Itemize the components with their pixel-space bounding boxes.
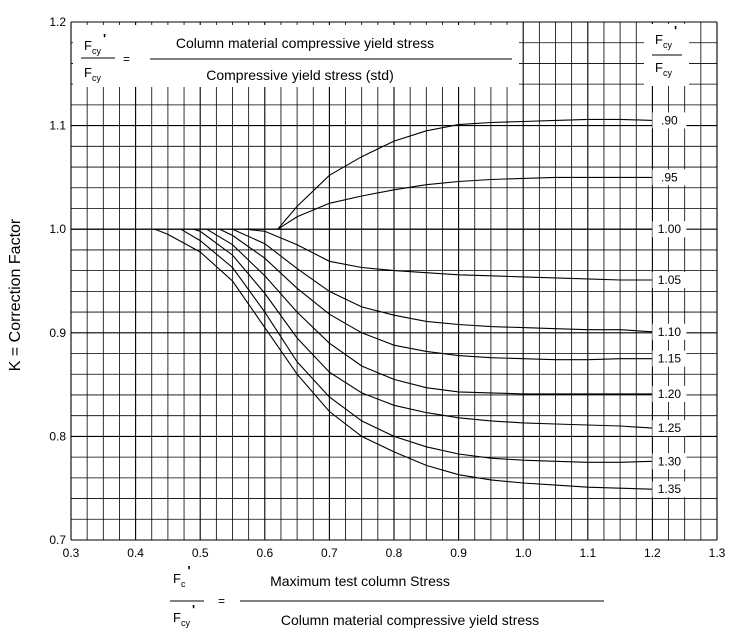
y-tick-label: 1.1 [49, 119, 66, 133]
curve-label-1p05: 1.05 [658, 273, 682, 287]
top-eq-denominator: Compressive yield stress (std) [206, 67, 394, 83]
top-eq-equals: = [123, 52, 130, 66]
curve-label-1p15: 1.15 [658, 352, 682, 366]
curve-label-1p00: 1.00 [658, 222, 682, 236]
curve-1p15 [219, 228, 653, 361]
curve-label-background [652, 169, 687, 186]
curve-1p35 [154, 228, 653, 490]
top-eq-lhs-denominator: Fcy [84, 65, 101, 83]
curve-label-1p10: 1.10 [658, 325, 682, 339]
x-tick-label: 1.0 [515, 546, 532, 560]
curve-1p25 [193, 228, 653, 429]
curve-label-p95: .95 [661, 170, 678, 184]
curve-p95 [277, 176, 653, 230]
curve-label-background [652, 221, 687, 238]
y-tick-label: 0.8 [49, 429, 66, 443]
bottom-eq-lhs-numerator: Fc' [173, 563, 191, 589]
x-tick-label: 0.9 [450, 546, 467, 560]
curve-label-background [652, 453, 687, 470]
top-equation-background [73, 25, 519, 87]
top-equation: Fcy' Fcy = Column material compressive y… [73, 25, 519, 87]
x-tick-label: 1.1 [579, 546, 596, 560]
bottom-eq-numerator: Maximum test column Stress [270, 573, 450, 589]
x-tick-label: 0.4 [127, 546, 144, 560]
curve-label-background [652, 385, 687, 402]
curve-label-background [652, 481, 687, 498]
y-tick-label: 0.7 [49, 533, 66, 547]
curve-1p30 [180, 228, 653, 463]
y-axis-tick-labels: 0.7 0.8 0.9 1.0 1.1 1.2 [49, 15, 66, 547]
x-tick-label: 0.8 [386, 546, 403, 560]
curve-label-background [652, 271, 687, 288]
top-eq-numerator: Column material compressive yield stress [176, 35, 434, 51]
curve-labels: .90 .95 1.00 1.05 1.10 1.15 1.20 1.25 1.30 1.35 [652, 112, 687, 498]
legend-header-numerator: Fcy' [655, 23, 677, 50]
curve-1p10 [232, 228, 653, 333]
curves [71, 118, 653, 490]
bottom-equation: Fc' Fcy' = Maximum test column Stress Co… [170, 563, 604, 628]
curve-1p20 [206, 228, 653, 395]
curve-label-background [652, 420, 687, 437]
y-tick-label: 0.9 [49, 326, 66, 340]
y-tick-label: 1.0 [49, 222, 66, 236]
x-tick-label: 1.2 [644, 546, 661, 560]
x-tick-label: 0.5 [192, 546, 209, 560]
legend-header: Fcy' Fcy [644, 23, 689, 86]
curve-label-background [652, 350, 687, 367]
curve-label-1p25: 1.25 [658, 421, 682, 435]
x-tick-label: 0.6 [256, 546, 273, 560]
curve-label-1p20: 1.20 [658, 387, 682, 401]
x-tick-label: 0.3 [63, 546, 80, 560]
curve-1p05 [245, 228, 653, 281]
y-tick-label: 1.2 [49, 15, 66, 29]
legend-header-denominator: Fcy [655, 60, 672, 78]
curve-label-p90: .90 [661, 113, 678, 127]
top-eq-lhs-numerator: Fcy' [84, 31, 106, 56]
curve-label-1p30: 1.30 [658, 454, 682, 468]
x-tick-label: 1.3 [709, 546, 726, 560]
curve-label-background [652, 112, 687, 129]
bottom-eq-denominator: Column material compressive yield stress [281, 612, 539, 628]
curve-p90 [277, 118, 653, 230]
bottom-eq-equals: = [218, 594, 225, 608]
curve-label-background [652, 323, 687, 340]
x-tick-label: 0.7 [321, 546, 338, 560]
bottom-eq-lhs-denominator: Fcy' [173, 602, 195, 628]
x-axis-tick-labels: 0.3 0.4 0.5 0.6 0.7 0.8 0.9 1.0 1.1 1.2 1.3 [63, 546, 726, 560]
curve-label-1p35: 1.35 [658, 482, 682, 496]
y-axis-label: K = Correction Factor [7, 218, 24, 371]
